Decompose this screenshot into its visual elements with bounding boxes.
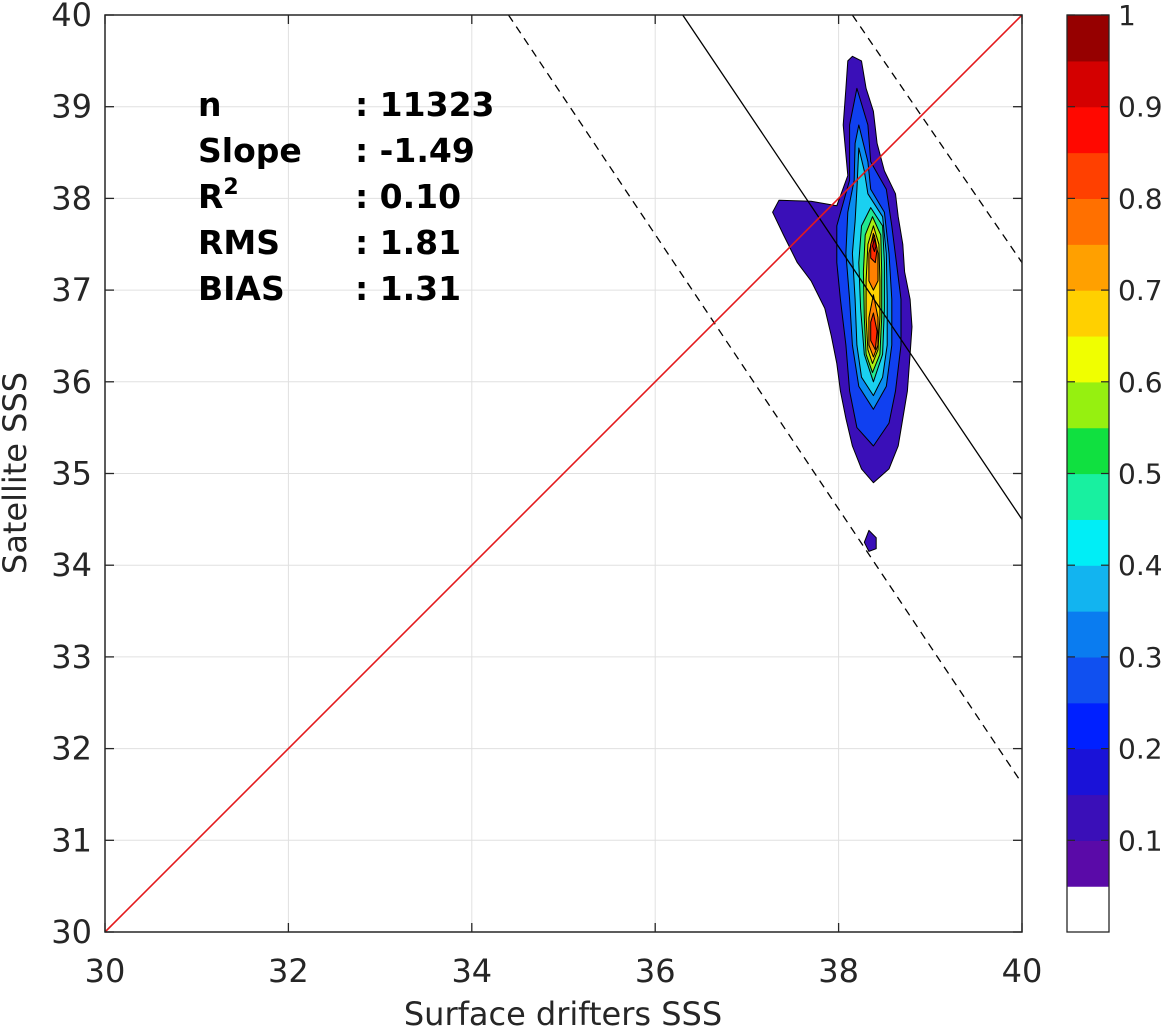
confidence-line-0 (507, 14, 1023, 784)
density-contour-10 (870, 312, 878, 351)
colorbar-band-2 (1067, 794, 1109, 841)
density-contours (772, 55, 913, 552)
colorbar-tick-label-1: 0.2 (1118, 733, 1163, 766)
colorbar-band-13 (1067, 290, 1109, 337)
stat-label-2: R2 (198, 175, 239, 216)
density-contour-11 (872, 238, 877, 253)
y-tick-label-10: 40 (51, 0, 92, 34)
y-tick-label-6: 36 (51, 363, 92, 401)
stat-label-4: BIAS (198, 269, 285, 308)
colorbar-tick-label-9: 1 (1118, 0, 1136, 32)
colorbar-tick-label-4: 0.5 (1118, 458, 1163, 491)
y-tick-label-2: 32 (51, 730, 92, 768)
colorbar-tick-label-7: 0.8 (1118, 182, 1163, 215)
y-tick-label-3: 33 (51, 638, 92, 676)
regression-line (682, 14, 1023, 520)
colorbar-band-10 (1067, 427, 1109, 475)
y-tick-label-5: 35 (51, 455, 92, 493)
colorbar-band-1 (1067, 840, 1109, 887)
colorbar-band-17 (1067, 106, 1109, 154)
statistics-box: n : 11323 Slope : -1.49 R2 : 0.10 RMS : 1.81 BIA… (198, 85, 495, 308)
colorbar-band-6 (1067, 611, 1109, 658)
stat-value-2: : 0.10 (355, 177, 461, 216)
one-to-one-line (104, 14, 1023, 933)
colorbar-band-5 (1067, 656, 1109, 704)
stat-label-superscript-2: 2 (223, 175, 238, 200)
colorbar-band-14 (1067, 244, 1109, 291)
colorbar: 0.1 0.2 0.3 0.4 0.5 0.6 0.7 0.8 0.9 1 (1066, 0, 1163, 933)
axis-ticks (104, 14, 1023, 933)
stat-value-4: : 1.31 (355, 269, 461, 308)
y-axis-label: Satellite SSS (0, 372, 34, 574)
x-tick-label-3: 36 (635, 952, 676, 990)
colorbar-tick-label-5: 0.6 (1118, 366, 1163, 399)
x-axis-tick-labels: 30 32 34 36 38 40 (85, 952, 1043, 990)
colorbar-band-8 (1067, 519, 1109, 566)
colorbar-band-11 (1067, 381, 1109, 429)
x-tick-label-1: 32 (268, 952, 309, 990)
colorbar-band-9 (1067, 473, 1109, 520)
y-tick-label-9: 39 (51, 88, 92, 126)
colorbar-band-0 (1067, 886, 1109, 933)
colorbar-band-18 (1067, 60, 1109, 108)
x-tick-label-0: 30 (85, 952, 126, 990)
colorbar-tick-label-2: 0.3 (1118, 641, 1163, 674)
stat-label-3: RMS (198, 223, 280, 262)
density-contour-12 (863, 529, 877, 552)
x-tick-label-2: 34 (451, 952, 492, 990)
colorbar-band-19 (1067, 15, 1109, 62)
reference-lines (104, 14, 1023, 933)
y-axis-tick-labels: 30 31 32 33 34 35 36 37 38 39 40 (51, 0, 92, 951)
colorbar-band-7 (1067, 565, 1109, 612)
colorbar-band-4 (1067, 702, 1109, 750)
stat-label-0: n (198, 85, 222, 124)
colorbar-tick-label-8: 0.9 (1118, 91, 1163, 124)
x-axis-label: Surface drifters SSS (404, 995, 722, 1028)
x-tick-label-4: 38 (818, 952, 859, 990)
colorbar-band-16 (1067, 152, 1109, 199)
colorbar-tick-label-3: 0.4 (1118, 549, 1163, 582)
y-tick-label-8: 38 (51, 179, 92, 217)
colorbar-band-15 (1067, 198, 1109, 245)
y-tick-label-1: 31 (51, 821, 92, 859)
stat-value-0: : 11323 (355, 85, 495, 124)
y-tick-label-7: 37 (51, 271, 92, 309)
plot-area: n : 11323 Slope : -1.49 R2 : 0.10 RMS : 1.81 BIA… (104, 14, 1023, 933)
stat-value-1: : -1.49 (355, 131, 475, 170)
colorbar-tick-label-6: 0.7 (1118, 274, 1163, 307)
stat-label-1: Slope (198, 131, 302, 170)
stat-value-3: : 1.81 (355, 223, 461, 262)
y-tick-label-0: 30 (51, 913, 92, 951)
colorbar-band-3 (1067, 748, 1109, 796)
colorbar-tick-label-0: 0.1 (1118, 824, 1163, 857)
y-tick-label-4: 34 (51, 546, 92, 584)
colorbar-band-12 (1067, 335, 1109, 383)
x-tick-label-5: 40 (1002, 952, 1043, 990)
